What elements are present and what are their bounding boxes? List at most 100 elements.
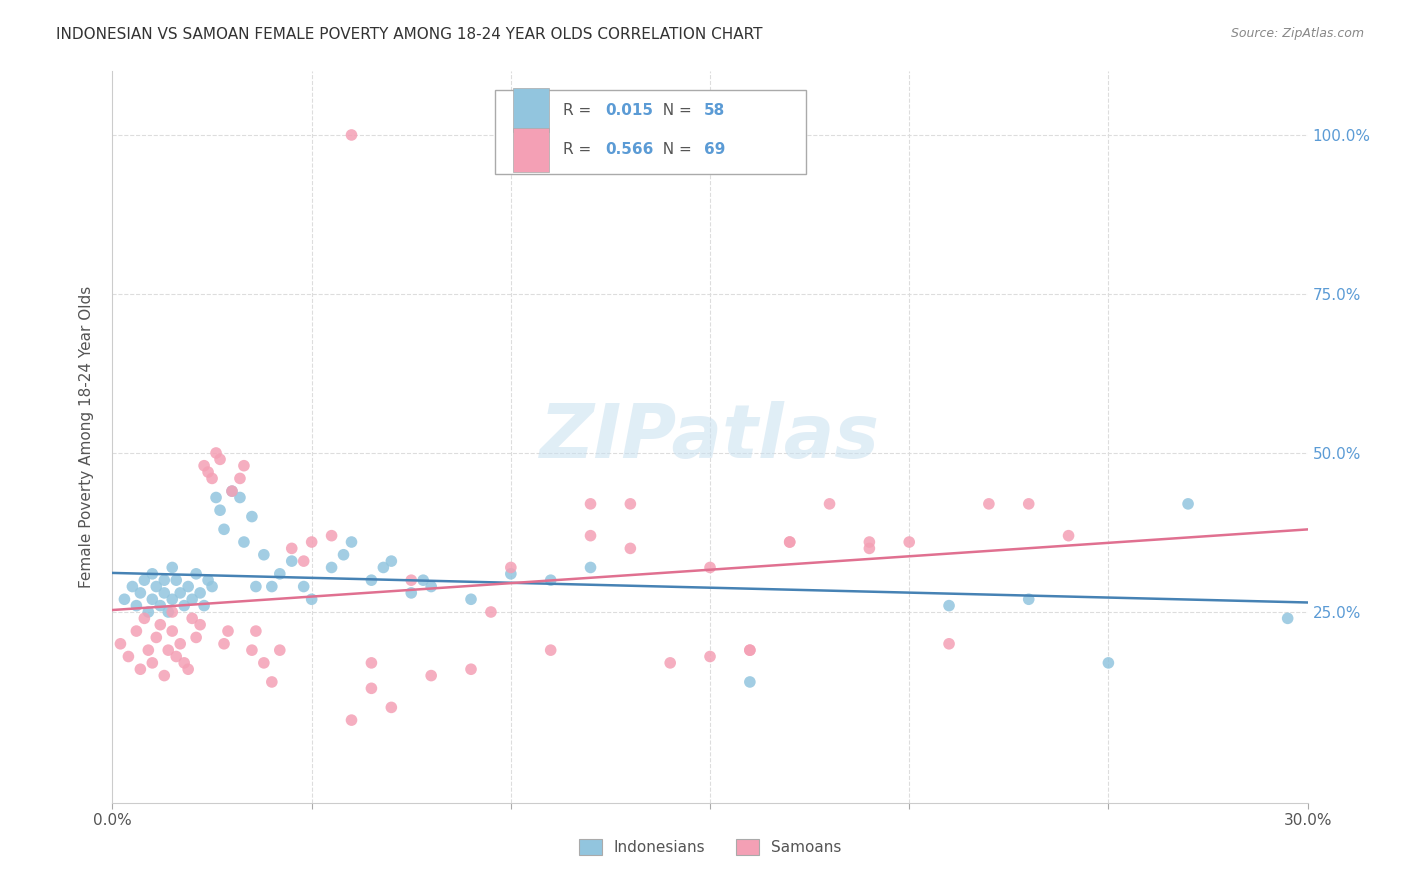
Point (212, 522, 235, 536)
Text: R =: R = (562, 103, 596, 118)
Point (209, 452, 232, 467)
Point (134, 573, 156, 587)
Point (188, 586, 211, 600)
Point (499, 560, 522, 574)
Point (245, 624, 267, 638)
Point (141, 566, 163, 581)
Point (858, 541, 880, 556)
Point (1097, 656, 1119, 670)
Point (332, 548, 354, 562)
Point (479, 605, 502, 619)
FancyBboxPatch shape (513, 88, 548, 132)
Point (260, 675, 283, 690)
Point (938, 637, 960, 651)
Point (977, 497, 1000, 511)
Point (340, 713, 363, 727)
Point (898, 535, 921, 549)
Point (221, 484, 243, 499)
Point (619, 497, 641, 511)
Point (186, 631, 208, 645)
Point (129, 662, 152, 676)
Point (380, 554, 402, 568)
Point (141, 592, 163, 607)
Point (619, 541, 641, 556)
Point (221, 484, 243, 499)
Point (269, 566, 291, 581)
Text: 69: 69 (704, 142, 725, 157)
Point (253, 656, 276, 670)
Point (233, 458, 256, 473)
Text: R =: R = (562, 142, 596, 157)
Point (209, 503, 232, 517)
Point (125, 599, 148, 613)
Point (145, 580, 167, 594)
Text: INDONESIAN VS SAMOAN FEMALE POVERTY AMONG 18-24 YEAR OLDS CORRELATION CHART: INDONESIAN VS SAMOAN FEMALE POVERTY AMON… (56, 27, 762, 42)
Point (1018, 497, 1040, 511)
Point (114, 592, 135, 607)
Point (858, 535, 880, 549)
Point (340, 535, 363, 549)
Point (659, 656, 682, 670)
Point (260, 580, 283, 594)
Point (186, 566, 208, 581)
Point (738, 643, 761, 657)
Point (540, 573, 562, 587)
Point (499, 566, 522, 581)
Point (125, 624, 148, 638)
FancyBboxPatch shape (513, 128, 548, 171)
Point (162, 560, 183, 574)
Point (373, 560, 395, 574)
Point (153, 668, 176, 682)
Point (321, 560, 343, 574)
Point (301, 592, 323, 607)
Point (173, 656, 195, 670)
Point (181, 592, 204, 607)
Point (145, 631, 167, 645)
Point (579, 497, 602, 511)
Point (149, 617, 172, 632)
Point (253, 548, 276, 562)
Point (412, 573, 434, 587)
Point (240, 643, 263, 657)
Text: N =: N = (652, 142, 696, 157)
Point (738, 643, 761, 657)
Point (117, 649, 139, 664)
Point (321, 529, 343, 543)
Point (1057, 529, 1080, 543)
Point (138, 643, 160, 657)
Point (157, 643, 180, 657)
Point (205, 491, 228, 505)
Point (360, 681, 382, 696)
Point (245, 580, 267, 594)
Point (240, 509, 263, 524)
Point (269, 643, 291, 657)
Point (301, 535, 323, 549)
Text: Source: ZipAtlas.com: Source: ZipAtlas.com (1230, 27, 1364, 40)
Point (134, 611, 156, 625)
Point (129, 586, 152, 600)
Point (177, 662, 200, 676)
Point (197, 465, 219, 479)
Point (165, 573, 187, 587)
Point (169, 586, 191, 600)
Point (197, 573, 219, 587)
Point (380, 700, 402, 714)
Point (938, 599, 960, 613)
Point (212, 637, 235, 651)
Point (420, 668, 443, 682)
Point (1277, 611, 1299, 625)
Point (121, 580, 143, 594)
Point (281, 554, 304, 568)
Point (233, 535, 256, 549)
Point (188, 617, 211, 632)
Point (153, 573, 176, 587)
Point (110, 637, 132, 651)
Point (229, 471, 252, 485)
Point (779, 535, 801, 549)
Legend: Indonesians, Samoans: Indonesians, Samoans (572, 833, 848, 861)
FancyBboxPatch shape (495, 90, 806, 174)
Text: ZIPatlas: ZIPatlas (540, 401, 880, 474)
Point (540, 643, 562, 657)
Point (229, 491, 252, 505)
Point (401, 573, 423, 587)
